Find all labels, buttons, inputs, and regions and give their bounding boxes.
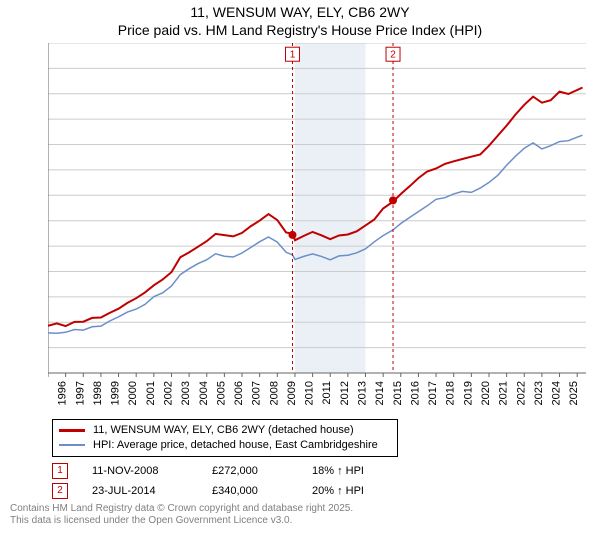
svg-text:2012: 2012: [339, 381, 351, 405]
svg-text:2006: 2006: [233, 381, 245, 405]
svg-text:2011: 2011: [321, 381, 333, 405]
svg-text:2020: 2020: [480, 381, 492, 405]
svg-text:2019: 2019: [462, 381, 474, 405]
svg-text:2000: 2000: [127, 381, 139, 405]
legend-label-hpi: HPI: Average price, detached house, East…: [93, 438, 378, 453]
legend: 11, WENSUM WAY, ELY, CB6 2WY (detached h…: [52, 419, 398, 457]
svg-text:2004: 2004: [198, 381, 210, 405]
chart-title: 11, WENSUM WAY, ELY, CB6 2WY Price paid …: [0, 0, 600, 39]
legend-row-property: 11, WENSUM WAY, ELY, CB6 2WY (detached h…: [59, 423, 391, 438]
svg-text:2009: 2009: [286, 381, 298, 405]
chart-area: £0£50K£100K£150K£200K£250K£300K£350K£400…: [48, 43, 586, 413]
marker-table: 1 11-NOV-2008 £272,000 18% ↑ HPI 2 23-JU…: [52, 463, 590, 499]
marker-badge: 2: [52, 483, 68, 499]
svg-text:2010: 2010: [304, 381, 316, 405]
footer-line2: This data is licensed under the Open Gov…: [10, 515, 590, 528]
legend-swatch-hpi: [59, 444, 85, 446]
svg-text:2017: 2017: [427, 381, 439, 405]
svg-text:2: 2: [390, 49, 396, 60]
marker-price: £340,000: [212, 485, 312, 497]
svg-text:2013: 2013: [357, 381, 369, 405]
svg-text:2014: 2014: [374, 381, 386, 405]
svg-text:2025: 2025: [568, 381, 580, 405]
footer-line1: Contains HM Land Registry data © Crown c…: [10, 503, 590, 516]
line-chart: £0£50K£100K£150K£200K£250K£300K£350K£400…: [48, 43, 586, 413]
marker-row: 2 23-JUL-2014 £340,000 20% ↑ HPI: [52, 483, 590, 499]
svg-text:2002: 2002: [162, 381, 174, 405]
svg-text:2005: 2005: [215, 381, 227, 405]
svg-text:2018: 2018: [445, 381, 457, 405]
marker-diff: 20% ↑ HPI: [312, 485, 364, 497]
svg-text:1998: 1998: [92, 381, 104, 405]
svg-text:2023: 2023: [533, 381, 545, 405]
svg-text:2008: 2008: [268, 381, 280, 405]
svg-text:2001: 2001: [145, 381, 157, 405]
svg-text:1995: 1995: [48, 381, 51, 405]
svg-text:2015: 2015: [392, 381, 404, 405]
svg-text:2022: 2022: [515, 381, 527, 405]
svg-text:1999: 1999: [110, 381, 122, 405]
marker-diff: 18% ↑ HPI: [312, 465, 364, 477]
svg-text:1996: 1996: [57, 381, 69, 405]
svg-text:2021: 2021: [498, 381, 510, 405]
title-line1: 11, WENSUM WAY, ELY, CB6 2WY: [0, 4, 600, 22]
title-line2: Price paid vs. HM Land Registry's House …: [0, 22, 600, 40]
marker-badge: 1: [52, 463, 68, 479]
marker-date: 23-JUL-2014: [92, 485, 212, 497]
svg-text:1997: 1997: [74, 381, 86, 405]
svg-text:2016: 2016: [409, 381, 421, 405]
svg-text:2003: 2003: [180, 381, 192, 405]
legend-swatch-property: [59, 429, 85, 432]
svg-text:2024: 2024: [551, 381, 563, 405]
svg-text:1: 1: [290, 49, 296, 60]
marker-date: 11-NOV-2008: [92, 465, 212, 477]
marker-row: 1 11-NOV-2008 £272,000 18% ↑ HPI: [52, 463, 590, 479]
legend-label-property: 11, WENSUM WAY, ELY, CB6 2WY (detached h…: [93, 423, 354, 438]
legend-row-hpi: HPI: Average price, detached house, East…: [59, 438, 391, 453]
footer-note: Contains HM Land Registry data © Crown c…: [10, 503, 590, 528]
marker-price: £272,000: [212, 465, 312, 477]
svg-text:2007: 2007: [251, 381, 263, 405]
